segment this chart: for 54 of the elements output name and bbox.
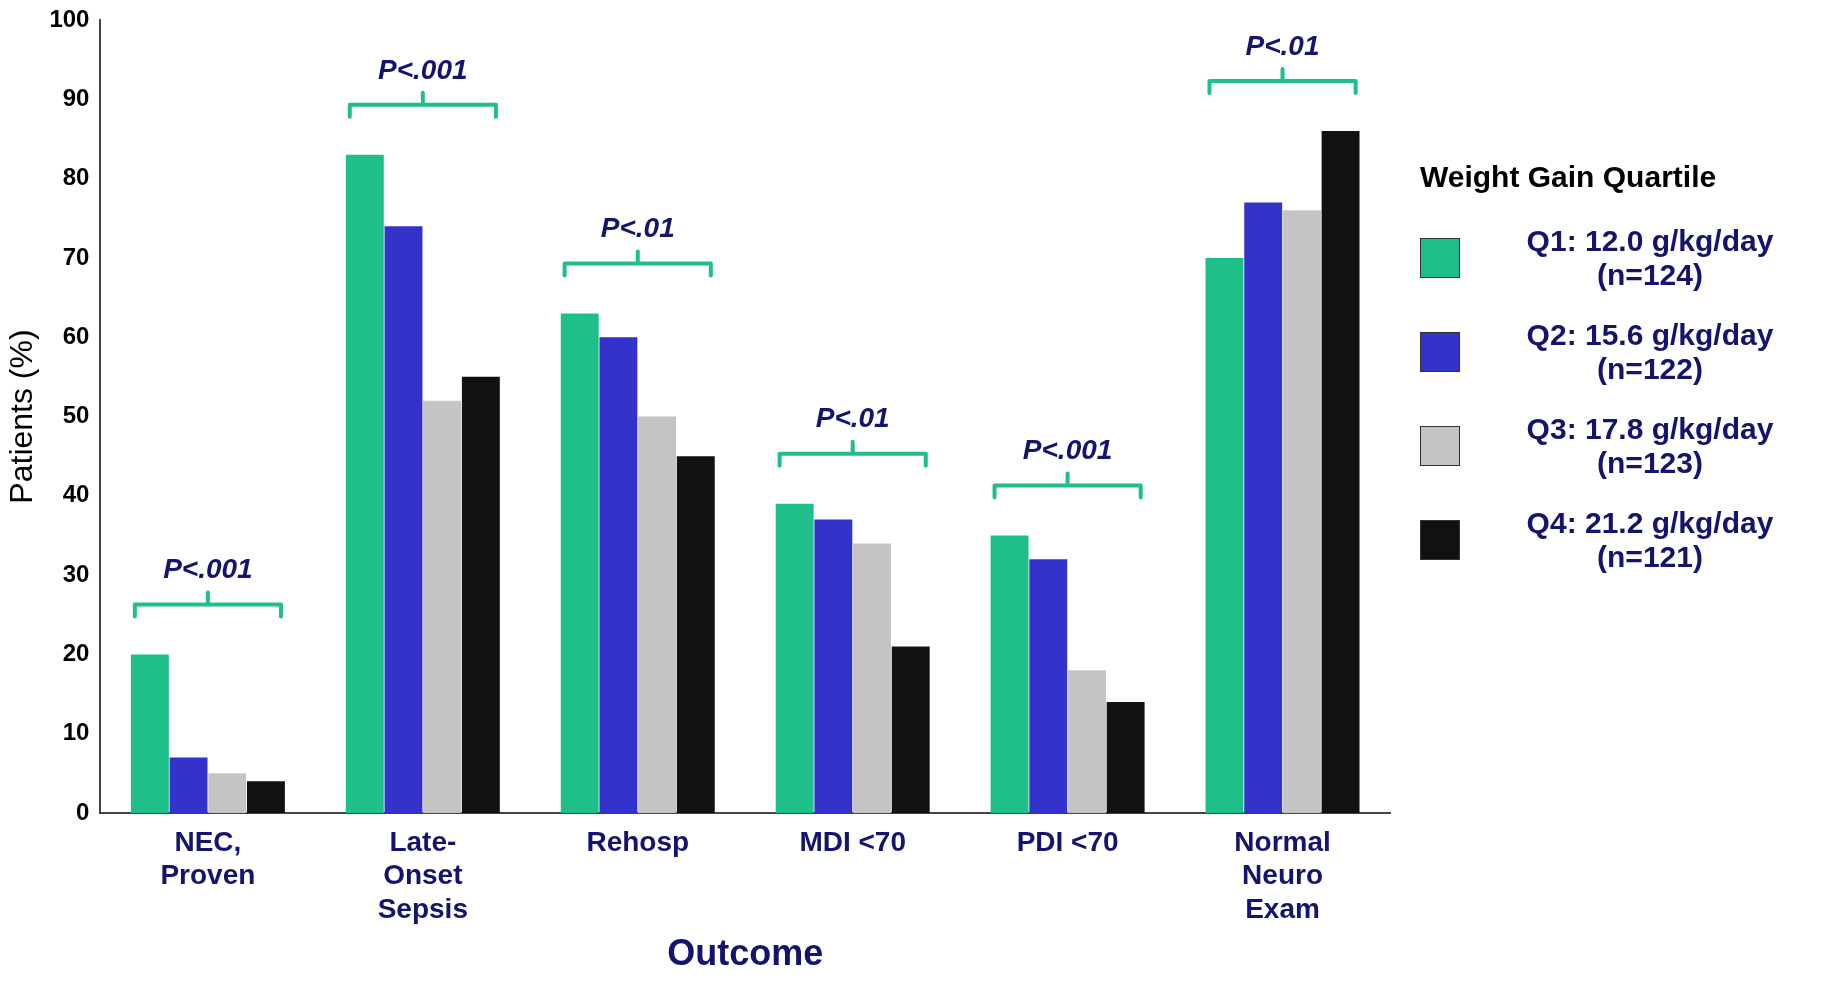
bar: [560, 313, 599, 813]
legend-label: Q1: 12.0 g/kg/day (n=124): [1525, 224, 1775, 292]
legend-label: Q4: 21.2 g/kg/day (n=121): [1525, 506, 1775, 574]
annotation: P<.01: [815, 402, 890, 434]
bar: [676, 456, 715, 813]
bar: [1205, 257, 1244, 813]
bar: [1321, 131, 1360, 813]
y-tick-label: 10: [62, 718, 90, 746]
annotation: P<.001: [1022, 434, 1113, 466]
bar: [1282, 210, 1321, 813]
bar: [1068, 670, 1106, 813]
y-tick-label: 90: [62, 83, 90, 111]
legend-title: Weight Gain Quartile: [1420, 160, 1718, 194]
bar: [130, 654, 169, 813]
x-axis-title: Outcome: [667, 932, 824, 974]
bar: [246, 781, 285, 813]
annotation: P<.001: [378, 53, 468, 85]
y-tick-label: 40: [62, 480, 90, 508]
bar: [461, 376, 500, 813]
bar: [814, 519, 853, 813]
y-tick-label: 60: [62, 321, 90, 349]
bar: [638, 416, 677, 813]
y-tick-label: 30: [62, 559, 90, 587]
y-tick-label: 50: [62, 401, 90, 429]
y-tick-label: 70: [62, 242, 90, 270]
bar: [345, 154, 384, 813]
x-tick-label: NEC, Proven: [160, 825, 256, 891]
annotation: P<.01: [600, 212, 675, 244]
bar: [1106, 701, 1145, 813]
bar: [891, 646, 930, 813]
legend-label: Q3: 17.8 g/kg/day (n=123): [1525, 412, 1775, 480]
bar: [169, 757, 208, 813]
bar: [1244, 202, 1283, 813]
bar: [384, 226, 423, 813]
annotation: P<.01: [1245, 29, 1320, 61]
bar: [208, 773, 247, 813]
y-tick-label: 20: [62, 639, 90, 667]
bar: [599, 337, 638, 813]
legend-label: Q2: 15.6 g/kg/day (n=122): [1525, 318, 1775, 386]
x-tick-label: Late-Onset Sepsis: [377, 825, 468, 924]
x-tick-label: Rehosp: [586, 825, 690, 857]
y-tick-label: 100: [49, 4, 90, 32]
annotation: P<.001: [163, 553, 253, 585]
bar: [775, 503, 814, 813]
y-tick-label: 0: [76, 797, 90, 825]
x-tick-label: Normal Neuro Exam: [1234, 825, 1331, 924]
x-tick-label: MDI <70: [799, 825, 906, 857]
bar: [1029, 559, 1068, 813]
y-axis-title: Patients (%): [3, 329, 40, 504]
bar: [990, 535, 1029, 813]
x-tick-label: PDI <70: [1016, 825, 1119, 857]
bar: [423, 400, 462, 813]
y-tick-label: 80: [62, 163, 90, 191]
bar: [853, 543, 891, 813]
